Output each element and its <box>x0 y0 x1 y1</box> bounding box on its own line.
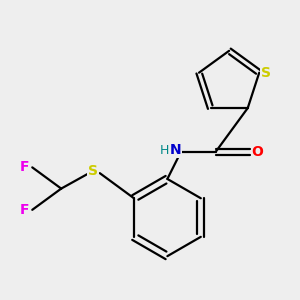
Text: O: O <box>251 145 263 159</box>
Text: F: F <box>20 203 29 217</box>
Text: H: H <box>160 143 169 157</box>
Text: N: N <box>170 143 182 157</box>
Text: S: S <box>88 164 98 178</box>
Text: S: S <box>261 66 271 80</box>
Text: F: F <box>20 160 29 174</box>
